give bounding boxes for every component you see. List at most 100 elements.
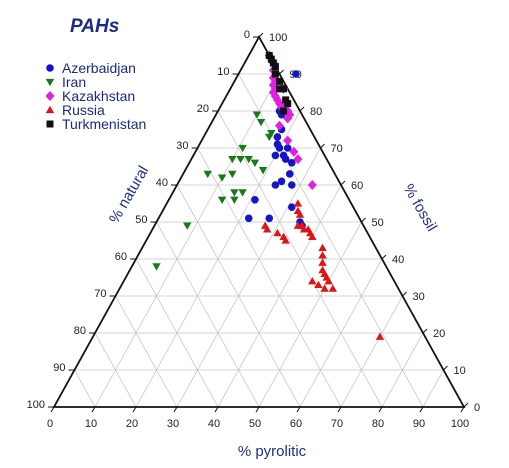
data-point — [285, 170, 294, 178]
left-tick-label: 70 — [94, 288, 106, 300]
bottom-tick-label: 80 — [372, 418, 384, 430]
data-point — [328, 284, 337, 292]
bottom-tick-label: 10 — [85, 418, 97, 430]
data-point — [271, 181, 280, 189]
right-tick-mark — [279, 69, 284, 75]
data-point — [318, 258, 327, 266]
data-point — [273, 228, 282, 237]
bottom-tick-mark — [91, 406, 96, 413]
legend-marker — [45, 91, 55, 101]
bottom-tick-label: 100 — [451, 418, 469, 430]
data-point — [273, 133, 282, 141]
data-point — [318, 251, 327, 259]
data-point — [217, 196, 227, 204]
bottom-tick-label: 30 — [167, 418, 179, 430]
data-point — [258, 167, 268, 175]
data-point — [271, 70, 279, 78]
bottom-tick-label: 0 — [47, 418, 53, 430]
data-point — [288, 181, 296, 189]
data-point — [267, 130, 276, 138]
series-turkmenistan — [265, 52, 292, 115]
right-tick-label: 70 — [331, 143, 343, 155]
right-tick-label: 30 — [413, 291, 425, 303]
right-tick-mark — [381, 254, 387, 260]
data-point — [282, 96, 290, 104]
grid-line — [74, 369, 96, 408]
data-point — [320, 284, 329, 292]
data-point — [256, 118, 266, 127]
bottom-tick-mark — [378, 406, 383, 413]
data-point — [281, 155, 290, 163]
left-tick-label: 100 — [27, 399, 45, 411]
data-point — [288, 203, 296, 211]
data-point — [283, 144, 292, 152]
bottom-tick-mark — [419, 406, 424, 413]
legend-marker — [46, 120, 54, 128]
data-point — [276, 85, 283, 93]
grid-line — [197, 147, 342, 408]
grid-line — [258, 221, 362, 408]
data-point — [280, 107, 288, 115]
data-point — [276, 77, 283, 85]
right-tick-mark — [402, 291, 407, 297]
grid-line — [94, 73, 280, 408]
right-tick-mark — [299, 106, 305, 112]
left-tick-label: 30 — [176, 140, 188, 152]
grid-line — [238, 73, 424, 408]
data-point — [289, 146, 299, 157]
left-tick-label: 50 — [135, 214, 147, 226]
data-point — [288, 159, 296, 167]
data-point — [283, 113, 293, 124]
data-point — [271, 151, 280, 160]
data-point — [244, 214, 253, 223]
right-tick-mark — [443, 365, 448, 371]
legend-label: Kazakhstan — [62, 88, 135, 104]
data-point — [307, 180, 317, 190]
chart-title: PAHs — [70, 16, 119, 37]
bottom-tick-mark — [50, 406, 55, 413]
bottom-tick-mark — [337, 406, 342, 413]
left-tick-label: 60 — [115, 251, 127, 263]
right-tick-label: 20 — [433, 328, 445, 340]
data-point — [275, 144, 284, 152]
right-tick-label: 10 — [454, 365, 466, 377]
bottom-tick-mark — [296, 406, 301, 413]
right-tick-label: 40 — [392, 254, 404, 266]
bottom-tick-label: 20 — [126, 418, 138, 430]
bottom-tick-label: 50 — [249, 418, 261, 430]
bottom-tick-label: 90 — [413, 418, 425, 430]
grid-line — [340, 295, 403, 408]
bottom-tick-mark — [132, 406, 137, 413]
bottom-tick-mark — [173, 406, 178, 413]
bottom-axis-label: % pyrolitic — [238, 443, 307, 460]
data-point — [293, 154, 303, 165]
bottom-tick-mark — [460, 406, 465, 413]
data-point — [244, 155, 253, 164]
legend-marker — [45, 105, 55, 114]
data-point — [314, 280, 323, 289]
right-tick-label: 60 — [351, 180, 363, 192]
data-point — [230, 196, 239, 204]
data-point — [250, 159, 260, 167]
data-point — [236, 155, 245, 164]
data-point — [238, 189, 247, 197]
data-point — [203, 170, 212, 179]
grid-line — [381, 332, 424, 408]
left-tick-label: 80 — [74, 325, 86, 337]
left-tick-label: 10 — [217, 66, 229, 78]
right-tick-label: 80 — [310, 106, 322, 118]
data-point — [277, 177, 286, 186]
bottom-tick-mark — [214, 406, 219, 413]
data-point — [271, 63, 279, 71]
right-tick-label: 100 — [269, 32, 287, 44]
legend-marker — [45, 78, 55, 87]
legend-label: Russia — [62, 102, 105, 118]
data-point — [308, 277, 317, 285]
legend: AzerbaidjanIranKazakhstanRussiaTurkmenis… — [45, 60, 146, 132]
data-point — [183, 222, 192, 230]
data-point — [230, 189, 239, 197]
data-point — [228, 155, 237, 164]
data-point — [251, 196, 259, 204]
right-tick-mark — [320, 143, 325, 149]
data-point — [269, 59, 277, 67]
